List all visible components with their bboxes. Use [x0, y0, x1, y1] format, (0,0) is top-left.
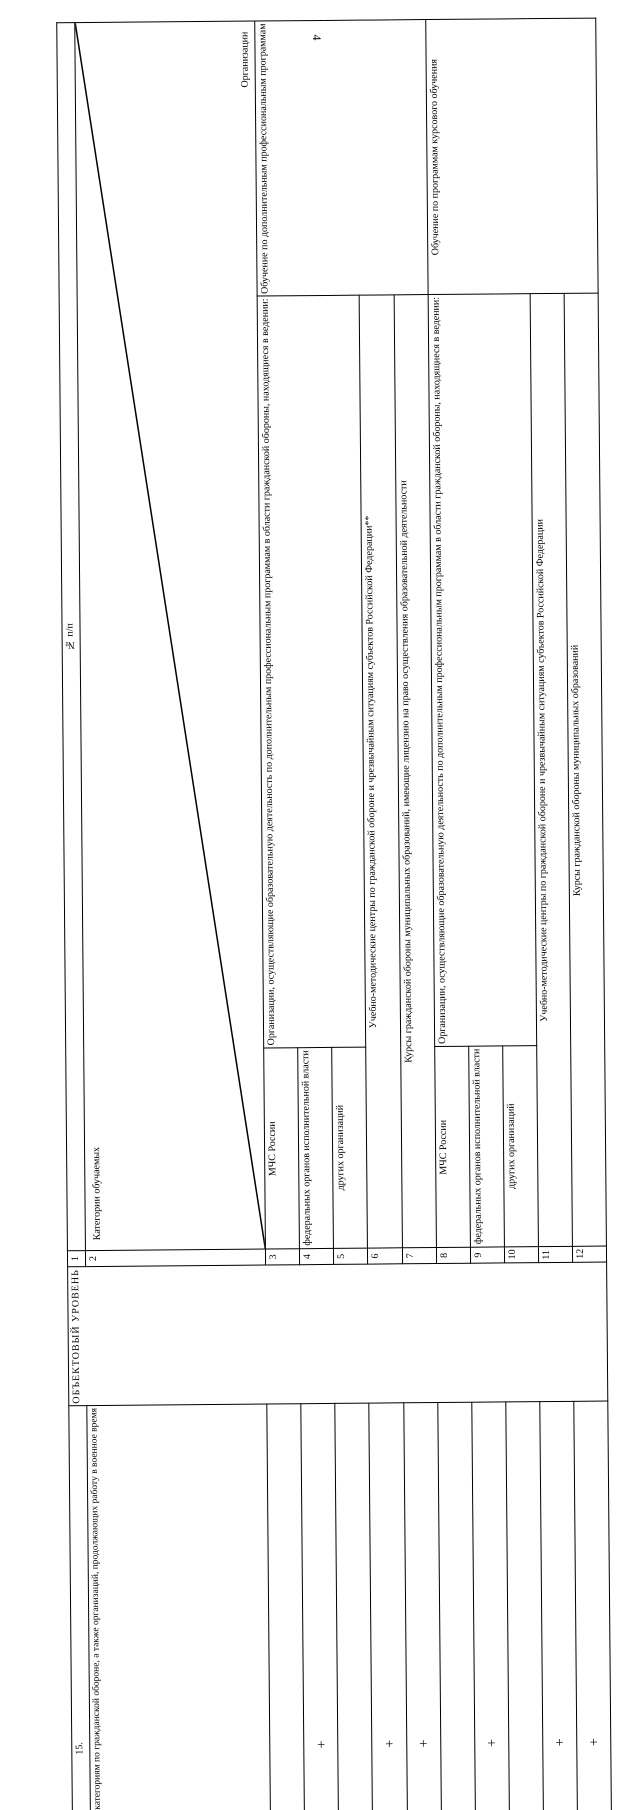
col-number-9: 9 [470, 1247, 504, 1263]
group-header-right: Обучение по программам курсового обучени… [425, 18, 598, 295]
col-number-8: 8 [436, 1247, 470, 1263]
col-header-4: федеральных органов исполнительной власт… [298, 1048, 334, 1249]
col-number-10: 10 [504, 1247, 538, 1263]
diagonal-header: Организации Категории обучаемых [75, 21, 266, 1250]
col-header-10: других организаций [502, 1046, 538, 1247]
col-header-8: МЧС России [434, 1047, 470, 1248]
col-number-11: 11 [538, 1246, 572, 1262]
col-number-12: 12 [572, 1246, 606, 1262]
col-number-6: 6 [368, 1248, 402, 1264]
col-number-4: 4 [300, 1248, 334, 1264]
data-cell: + [574, 1401, 614, 1810]
diag-label-top: Организации [240, 32, 251, 88]
col-header-12: Курсы гражданской обороны муниципальных … [564, 294, 606, 1247]
row-description: Руководители организаций, отнесенных в у… [87, 1404, 273, 1810]
section-title: ОБЪЕКТОВЫЙ УРОВЕНЬ [68, 1262, 608, 1406]
col-number-2: 2 [85, 1249, 265, 1267]
col-number-1: 1 [67, 1251, 85, 1267]
col-number-5: 5 [334, 1248, 368, 1264]
col-header-3: МЧС России [264, 1048, 300, 1249]
training-table: № п/п Организации Категории обучаемых Об… [56, 18, 640, 1810]
diag-label-bottom: Категории обучаемых [91, 1147, 103, 1240]
org-header-left: Организации, осуществляющие образователь… [257, 296, 366, 1049]
col-header-9: федеральных органов исполнительной власт… [468, 1046, 504, 1247]
col-number-7: 7 [402, 1247, 436, 1263]
col-header-5: других организаций [332, 1048, 368, 1249]
table-row: 15.Руководители организаций, отнесенных … [69, 1401, 614, 1810]
col-number-3: 3 [266, 1249, 300, 1265]
org-header-right: Организации, осуществляющие образователь… [428, 294, 537, 1047]
group-header-left: Обучение по дополнительным профессиональ… [255, 20, 428, 297]
